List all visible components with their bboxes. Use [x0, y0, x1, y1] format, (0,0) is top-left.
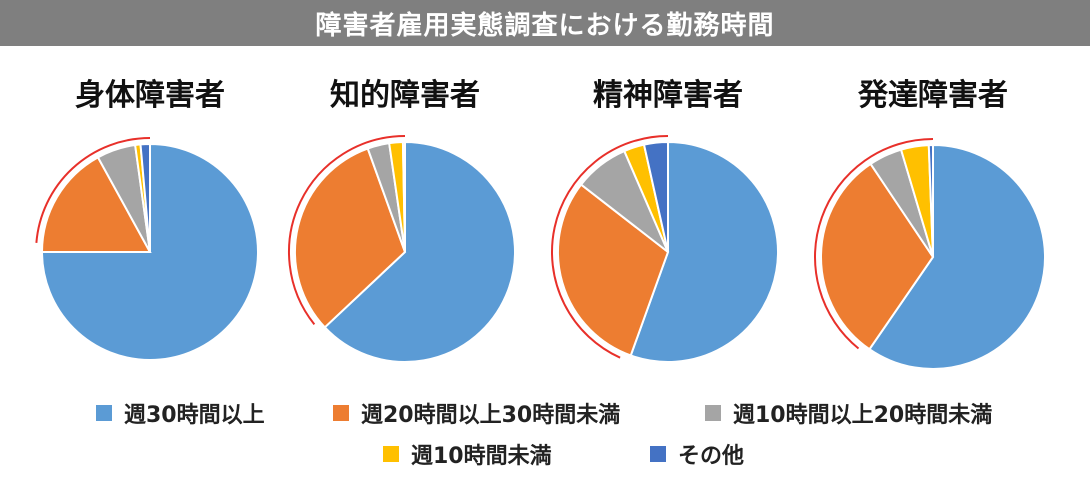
pie-chart-title: 精神障害者	[593, 78, 743, 113]
pie-slice-2	[294, 147, 407, 329]
pie-chart-3: 精神障害者	[551, 78, 779, 363]
pie-chart-4: 発達障害者	[814, 78, 1046, 370]
highlight-arc	[35, 137, 151, 243]
pie-slice-5	[642, 140, 669, 253]
pie-slice-1	[629, 140, 779, 363]
legend-label: 週10時間以上20時間未満	[733, 403, 993, 428]
legend-swatch	[96, 405, 112, 421]
legend-label: 週30時間以上	[124, 403, 265, 428]
legend-item: 週30時間以上	[96, 397, 265, 429]
pie-chart-title: 発達障害者	[857, 78, 1008, 113]
legend-swatch	[650, 446, 666, 462]
legend-item: 週10時間未満	[383, 438, 552, 470]
legend-item: 週10時間以上20時間未満	[705, 397, 992, 429]
legend-label: 週20時間以上30時間未満	[361, 403, 621, 428]
legend-swatch	[383, 446, 399, 462]
highlight-arc	[288, 135, 406, 326]
pie-slice-2	[820, 162, 935, 351]
pie-slice-1	[868, 143, 1046, 370]
pie-chart-1: 身体障害者	[35, 78, 259, 361]
legend-label: その他	[678, 444, 745, 469]
pie-slice-1	[40, 142, 259, 361]
legend-item: その他	[650, 438, 744, 470]
pie-slice-1	[323, 140, 516, 363]
pie-slice-2	[40, 156, 152, 253]
pie-slice-5	[401, 140, 406, 253]
pie-chart-2: 知的障害者	[288, 78, 516, 363]
legend-swatch	[333, 405, 349, 421]
pie-slice-2	[557, 183, 670, 357]
pie-slice-5	[927, 143, 934, 258]
legend-swatch	[705, 405, 721, 421]
legend-item: 週20時間以上30時間未満	[333, 397, 620, 429]
pie-chart-title: 知的障害者	[330, 78, 480, 113]
page-title: 障害者雇用実態調査における勤務時間	[0, 0, 1090, 46]
legend-label: 週10時間未満	[411, 444, 552, 469]
highlight-arc	[814, 138, 934, 350]
pie-slice-5	[139, 142, 151, 253]
pie-chart-title: 身体障害者	[75, 78, 225, 113]
highlight-arc	[551, 135, 669, 359]
